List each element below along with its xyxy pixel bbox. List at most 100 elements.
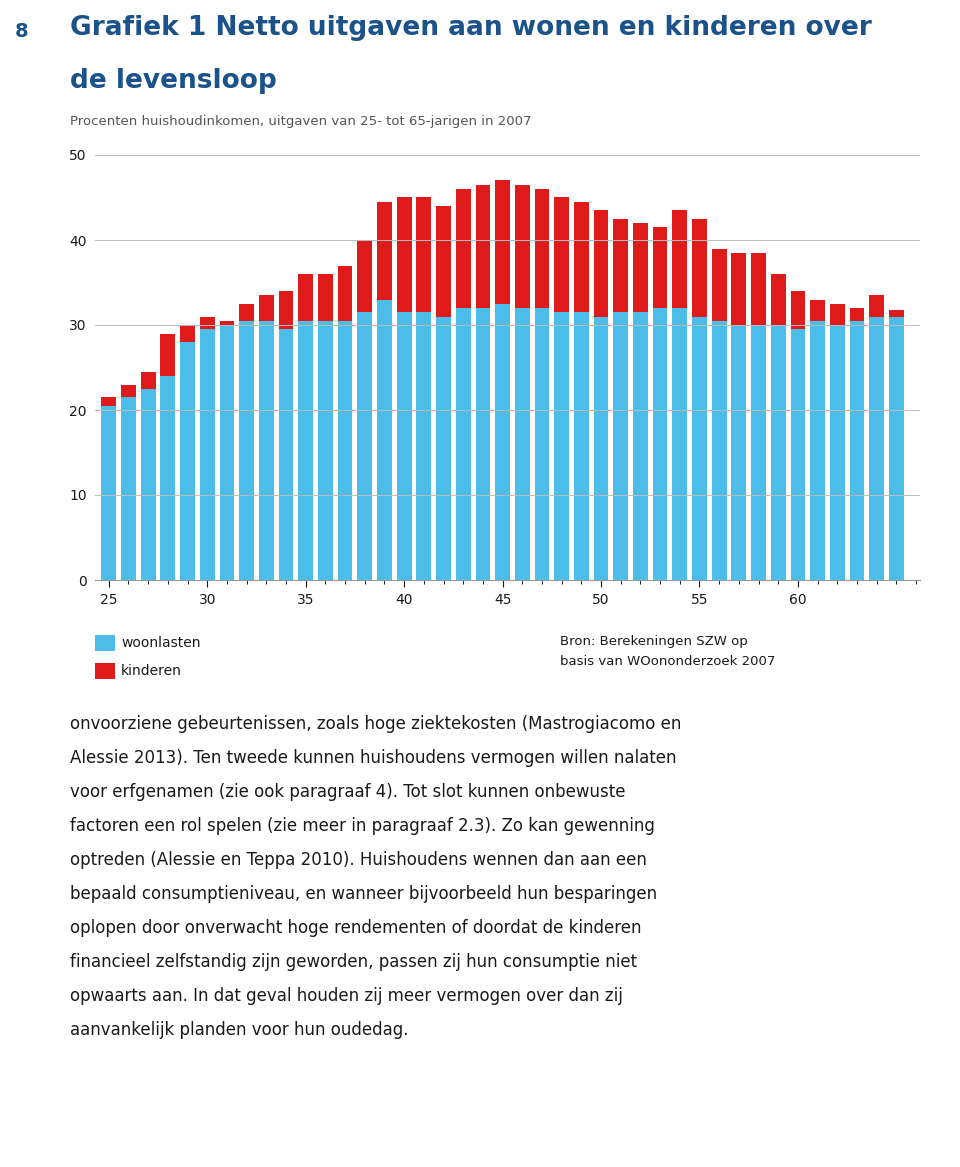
Bar: [515, 308, 530, 580]
Bar: [711, 321, 727, 580]
Bar: [613, 218, 628, 313]
Bar: [456, 189, 470, 308]
Bar: [711, 249, 727, 321]
Bar: [850, 321, 864, 580]
Bar: [535, 308, 549, 580]
Text: optreden (Alessie en Teppa 2010). Huishoudens wennen dan aan een: optreden (Alessie en Teppa 2010). Huisho…: [70, 851, 647, 869]
Bar: [633, 223, 648, 313]
Bar: [417, 197, 431, 313]
Bar: [160, 376, 176, 580]
Text: factoren een rol spelen (zie meer in paragraaf 2.3). Zo kan gewenning: factoren een rol spelen (zie meer in par…: [70, 817, 655, 836]
Bar: [475, 184, 491, 308]
Text: de levensloop: de levensloop: [70, 68, 276, 95]
Bar: [436, 207, 451, 316]
Bar: [436, 316, 451, 580]
Bar: [593, 316, 609, 580]
Bar: [357, 240, 372, 313]
Bar: [613, 313, 628, 580]
Bar: [160, 334, 176, 376]
Text: Alessie 2013). Ten tweede kunnen huishoudens vermogen willen nalaten: Alessie 2013). Ten tweede kunnen huishou…: [70, 749, 677, 767]
Bar: [456, 308, 470, 580]
Bar: [495, 181, 510, 303]
Bar: [771, 324, 785, 580]
Bar: [535, 189, 549, 308]
Bar: [870, 316, 884, 580]
Bar: [278, 291, 294, 329]
Bar: [141, 389, 156, 580]
Bar: [790, 291, 805, 329]
Bar: [692, 218, 707, 316]
Bar: [121, 397, 136, 580]
Text: opwaarts aan. In dat geval houden zij meer vermogen over dan zij: opwaarts aan. In dat geval houden zij me…: [70, 987, 623, 1005]
Bar: [200, 329, 215, 580]
Bar: [889, 309, 903, 316]
Text: aanvankelijk planden voor hun oudedag.: aanvankelijk planden voor hun oudedag.: [70, 1021, 409, 1039]
Text: 8: 8: [15, 22, 29, 41]
Bar: [593, 210, 609, 316]
Text: oplopen door onverwacht hoge rendementen of doordat de kinderen: oplopen door onverwacht hoge rendementen…: [70, 918, 641, 937]
Bar: [259, 321, 274, 580]
Bar: [357, 313, 372, 580]
Text: Procenten huishoudinkomen, uitgaven van 25- tot 65-jarigen in 2007: Procenten huishoudinkomen, uitgaven van …: [70, 116, 532, 128]
Bar: [672, 210, 687, 308]
Bar: [377, 300, 392, 580]
Bar: [377, 202, 392, 300]
Bar: [692, 316, 707, 580]
Bar: [299, 274, 313, 321]
Bar: [889, 316, 903, 580]
Bar: [554, 197, 569, 313]
Bar: [299, 321, 313, 580]
Bar: [829, 324, 845, 580]
Bar: [653, 228, 667, 308]
Text: onvoorziene gebeurtenissen, zoals hoge ziektekosten (Mastrogiacomo en: onvoorziene gebeurtenissen, zoals hoge z…: [70, 715, 682, 733]
Text: basis van WOononderzoek 2007: basis van WOononderzoek 2007: [560, 655, 776, 668]
Bar: [220, 321, 234, 324]
Bar: [574, 202, 588, 313]
Bar: [396, 197, 412, 313]
Bar: [810, 300, 825, 321]
Bar: [180, 324, 195, 342]
Bar: [278, 329, 294, 580]
Bar: [751, 324, 766, 580]
Bar: [239, 303, 254, 321]
Text: financieel zelfstandig zijn geworden, passen zij hun consumptie niet: financieel zelfstandig zijn geworden, pa…: [70, 953, 637, 971]
Bar: [102, 406, 116, 580]
Bar: [771, 274, 785, 324]
Bar: [239, 321, 254, 580]
Bar: [633, 313, 648, 580]
Bar: [870, 295, 884, 316]
Bar: [102, 397, 116, 406]
Bar: [338, 266, 352, 321]
Bar: [732, 324, 746, 580]
Bar: [180, 342, 195, 580]
Bar: [829, 303, 845, 324]
Text: woonlasten: woonlasten: [121, 636, 201, 650]
Bar: [751, 253, 766, 324]
Bar: [417, 313, 431, 580]
Bar: [790, 329, 805, 580]
Bar: [338, 321, 352, 580]
Text: Bron: Berekeningen SZW op: Bron: Berekeningen SZW op: [560, 635, 748, 648]
Bar: [672, 308, 687, 580]
Bar: [554, 313, 569, 580]
Bar: [515, 184, 530, 308]
Bar: [732, 253, 746, 324]
Bar: [318, 274, 333, 321]
Bar: [495, 303, 510, 580]
Text: Grafiek 1 Netto uitgaven aan wonen en kinderen over: Grafiek 1 Netto uitgaven aan wonen en ki…: [70, 15, 872, 41]
Bar: [810, 321, 825, 580]
Bar: [121, 384, 136, 397]
Bar: [318, 321, 333, 580]
Text: kinderen: kinderen: [121, 664, 181, 678]
Bar: [259, 295, 274, 321]
Bar: [574, 313, 588, 580]
Text: voor erfgenamen (zie ook paragraaf 4). Tot slot kunnen onbewuste: voor erfgenamen (zie ook paragraaf 4). T…: [70, 783, 626, 801]
Bar: [653, 308, 667, 580]
Bar: [850, 308, 864, 321]
Bar: [141, 372, 156, 389]
Bar: [475, 308, 491, 580]
Bar: [220, 324, 234, 580]
Bar: [200, 316, 215, 329]
Text: bepaald consumptieniveau, en wanneer bijvoorbeeld hun besparingen: bepaald consumptieniveau, en wanneer bij…: [70, 885, 658, 903]
Bar: [396, 313, 412, 580]
